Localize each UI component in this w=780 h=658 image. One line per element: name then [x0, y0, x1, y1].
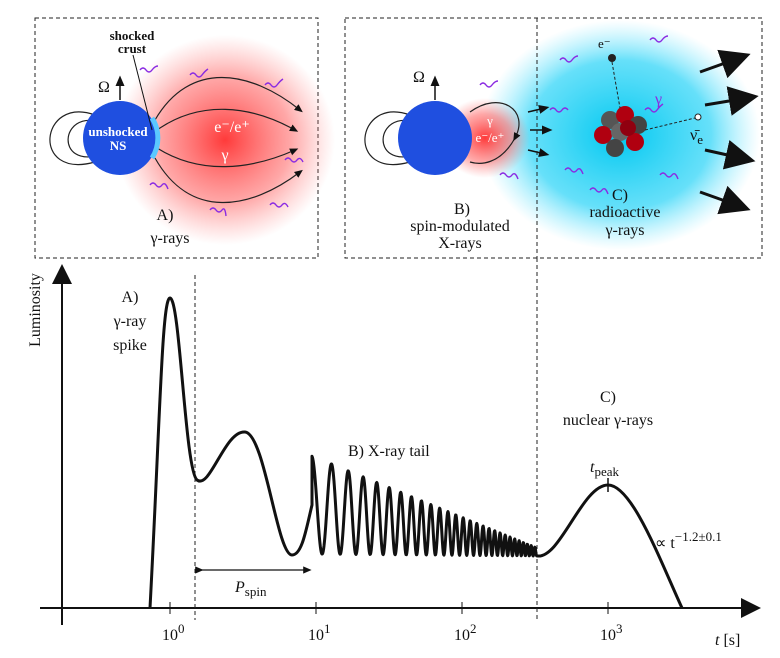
- label: −1.2±0.1: [675, 529, 722, 544]
- label: γ: [220, 147, 228, 164]
- photons: [479, 35, 679, 195]
- outflow-arrows: [699, 49, 759, 215]
- label: peak: [594, 464, 619, 479]
- label: ν̄: [690, 127, 700, 144]
- caption: spin-modulated: [410, 218, 510, 235]
- label: shocked: [110, 28, 156, 43]
- label: Ω: [98, 79, 110, 96]
- annotation: spike: [113, 337, 147, 354]
- light-curve-plot: Luminosity t [s] 100 101 102 103 A) γ-ray s…: [27, 258, 761, 649]
- pair-glow: [115, 35, 335, 245]
- label: NS: [110, 138, 127, 153]
- tick-exp: 3: [616, 621, 623, 636]
- label: ∝ t: [655, 535, 675, 552]
- label: t: [715, 632, 720, 649]
- label: γ: [654, 91, 662, 108]
- x-ticks: [169, 602, 609, 614]
- label: spin: [245, 584, 267, 599]
- photons: [139, 65, 304, 217]
- neutron-star: [398, 101, 472, 175]
- panel-a: shocked crust Ω unshocked NS e⁻/e⁺ γ A) …: [34, 17, 335, 259]
- annotation: tpeak: [590, 459, 619, 479]
- annotation: Pspin: [234, 579, 267, 599]
- caption: γ-rays: [604, 222, 644, 239]
- field-lines: [49, 76, 303, 204]
- label: t: [590, 459, 595, 476]
- electron-track: [611, 61, 621, 109]
- neutrino-track: [644, 117, 696, 131]
- pointer: [132, 54, 153, 131]
- x-axis-label: t [s]: [715, 632, 740, 649]
- caption: radioactive: [589, 204, 660, 221]
- x-tick-label: 100: [162, 621, 185, 644]
- label: e⁻/e⁺: [214, 119, 250, 136]
- tick-base: 10: [162, 627, 178, 644]
- tick-base: 10: [308, 627, 324, 644]
- caption: A): [157, 207, 174, 224]
- annotation: nuclear γ-rays: [563, 412, 653, 429]
- tick-exp: 0: [178, 621, 185, 636]
- label: γ: [486, 113, 493, 128]
- label: e⁻: [598, 36, 611, 51]
- annotation: ∝ t−1.2±0.1: [655, 529, 722, 552]
- panel-frame: [344, 17, 763, 259]
- neutron-star: [83, 101, 157, 175]
- panel-bc: Ω γ e⁻/e⁺ B) spin-modulated X-rays e⁻ γ …: [344, 17, 763, 259]
- x-tick-label: 102: [454, 621, 477, 644]
- electron: [608, 54, 616, 62]
- y-axis-label: Luminosity: [27, 273, 44, 347]
- label: crust: [118, 41, 147, 56]
- caption: X-rays: [438, 235, 482, 252]
- nucleus: [594, 106, 647, 157]
- x-tick-label: 101: [308, 621, 331, 644]
- caption: B): [454, 201, 470, 218]
- annotation: B) X-ray tail: [348, 443, 430, 460]
- light-curve: [148, 296, 684, 609]
- label: e: [697, 132, 703, 147]
- annotation: C): [600, 389, 616, 406]
- label: ν̄e: [690, 127, 703, 147]
- tick-base: 10: [600, 627, 616, 644]
- caption: γ-rays: [149, 230, 189, 247]
- label: Ω: [413, 69, 425, 86]
- annotation: A): [122, 289, 139, 306]
- tick-exp: 2: [470, 621, 477, 636]
- tick-base: 10: [454, 627, 470, 644]
- caption: C): [612, 187, 628, 204]
- neutrino: [694, 113, 702, 121]
- label: [s]: [723, 632, 740, 649]
- label: e⁻/e⁺: [476, 130, 505, 145]
- label: P: [234, 579, 245, 596]
- tick-exp: 1: [324, 621, 331, 636]
- shocked-crust: [149, 116, 161, 160]
- x-tick-label: 103: [600, 621, 623, 644]
- label: unshocked: [88, 124, 148, 139]
- annotation: γ-ray: [113, 313, 147, 330]
